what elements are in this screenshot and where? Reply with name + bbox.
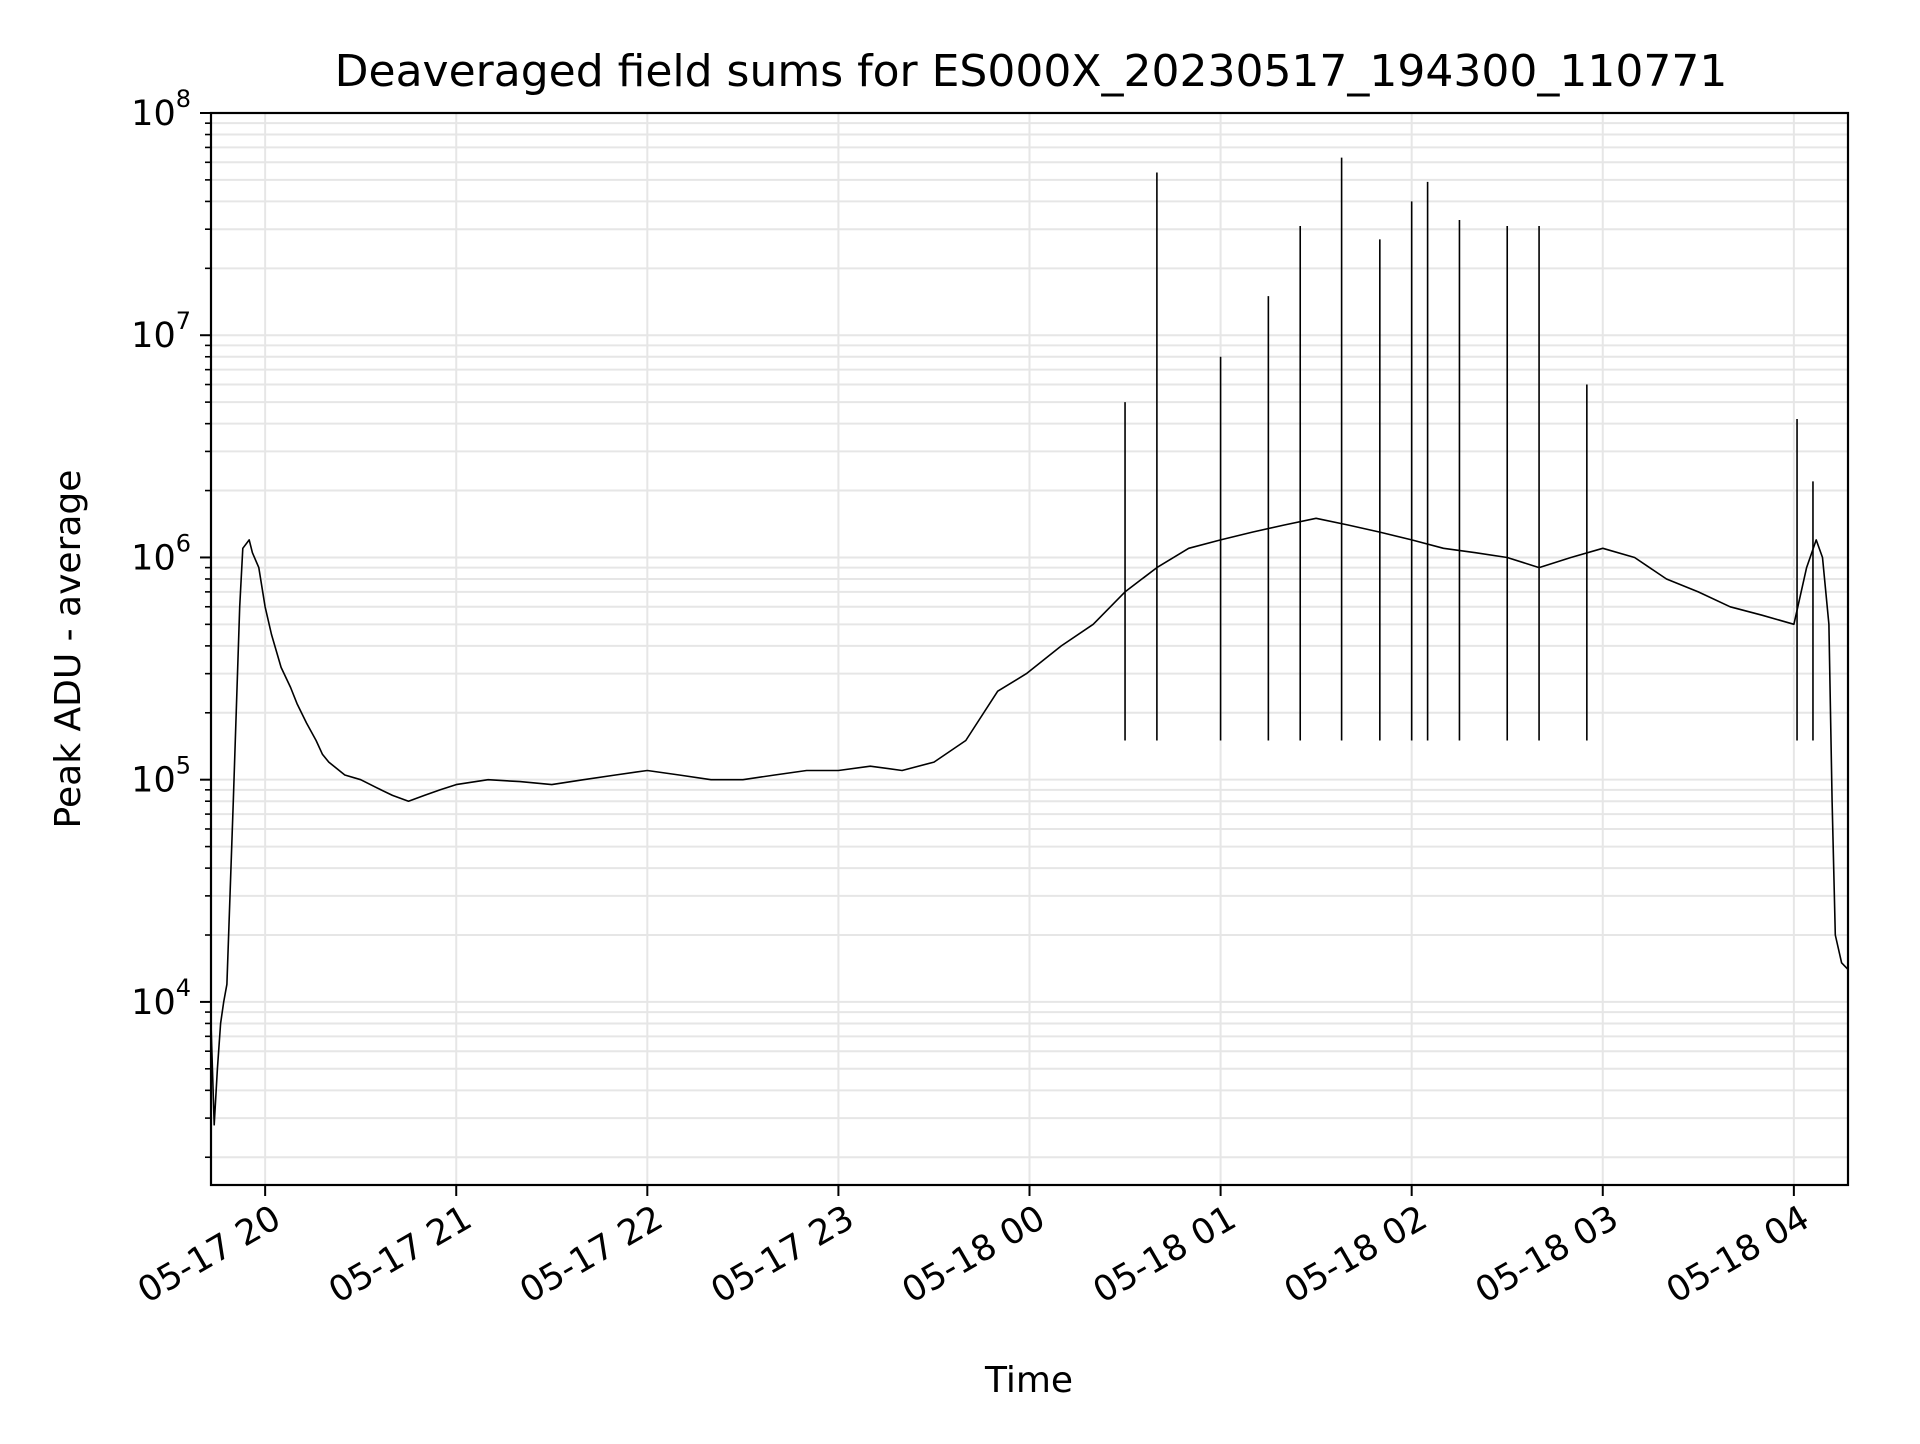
data-layer bbox=[210, 157, 1849, 1126]
grid-major bbox=[211, 112, 1848, 1185]
series-line-0 bbox=[210, 517, 1849, 1126]
plot-area bbox=[209, 111, 1850, 1187]
y-tick-label: 108 bbox=[131, 85, 191, 134]
y-axis-label: Peak ADU - average bbox=[48, 470, 89, 829]
y-tick-label: 106 bbox=[131, 529, 191, 578]
y-tick-label: 105 bbox=[131, 752, 191, 801]
y-tick-label: 104 bbox=[131, 974, 191, 1023]
x-axis-label: Time bbox=[984, 1360, 1073, 1401]
y-tick-label: 107 bbox=[131, 307, 191, 356]
chart-title: Deaveraged field sums for ES000X_2023051… bbox=[335, 46, 1728, 97]
y-axis: 104 105 106 107 108 bbox=[131, 85, 211, 1159]
